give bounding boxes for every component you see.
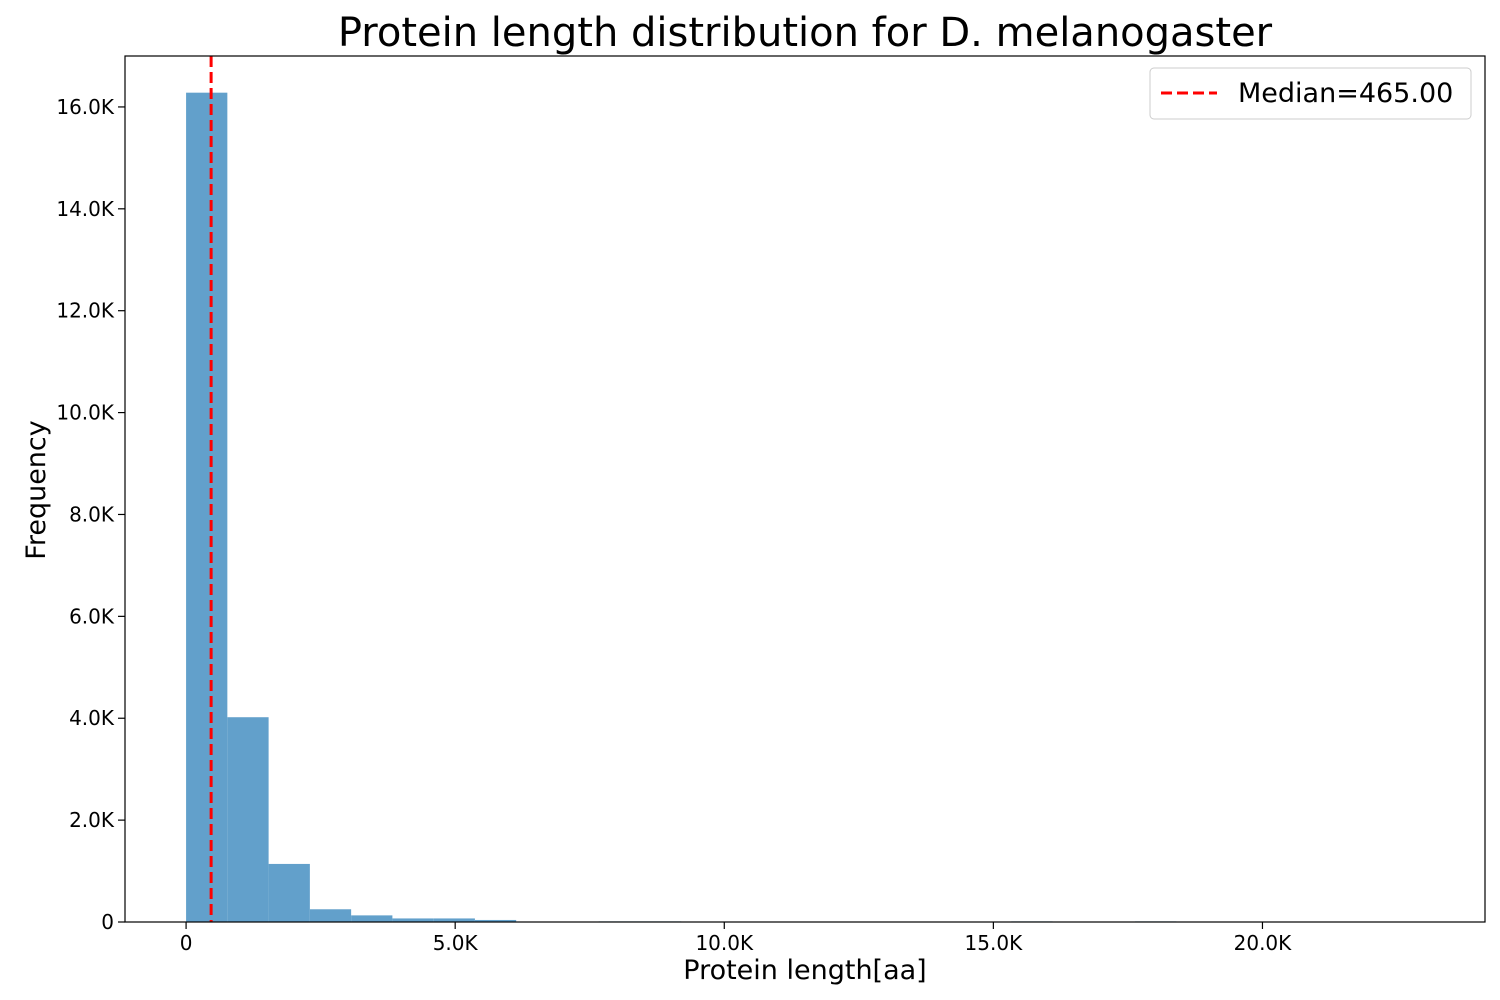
y-tick-label-4: 8.0K: [69, 502, 115, 526]
y-axis-label: Frequency: [21, 420, 52, 560]
y-tick-label-2: 4.0K: [69, 706, 115, 730]
x-tick-label-4: 20.0K: [1234, 931, 1293, 955]
histogram-bar-1: [227, 717, 269, 922]
legend-box: [1149, 67, 1472, 120]
histogram-bar-6: [433, 918, 475, 922]
histogram-bar-0: [186, 92, 228, 922]
y-tick-label-7: 14.0K: [56, 197, 115, 221]
y-tick-label-8: 16.0K: [56, 95, 115, 119]
histogram-bar-4: [351, 915, 393, 922]
y-tick-label-0: 0: [101, 910, 114, 934]
x-axis-ticks: 0 5.0K 10.0K 15.0K 20.0K: [180, 922, 1292, 955]
histogram-bars: [186, 92, 1424, 922]
histogram-bar-5: [392, 918, 434, 922]
histogram-bar-3: [309, 909, 352, 922]
y-tick-label-5: 10.0K: [56, 401, 115, 425]
x-tick-label-3: 15.0K: [965, 931, 1024, 955]
y-tick-label-3: 6.0K: [69, 604, 115, 628]
chart-title: Protein length distribution for D. melan…: [338, 10, 1273, 56]
histogram-bar-2: [268, 863, 310, 922]
legend-median-label: Median=465.00: [1238, 78, 1453, 109]
x-tick-label-1: 5.0K: [433, 931, 479, 955]
x-tick-label-0: 0: [180, 931, 193, 955]
legend: Median=465.00: [1149, 67, 1472, 120]
x-tick-label-2: 10.0K: [695, 931, 754, 955]
y-axis-ticks: 0 2.0K 4.0K 6.0K 8.0K 10.0K 12.0K 14.0K 16.0K: [56, 95, 125, 934]
y-tick-label-1: 2.0K: [69, 808, 115, 832]
x-axis-label: Protein length[aa]: [683, 955, 926, 986]
y-tick-label-6: 12.0K: [56, 299, 115, 323]
histogram-bar-7: [474, 919, 517, 922]
plot-area-frame: [124, 55, 1486, 923]
